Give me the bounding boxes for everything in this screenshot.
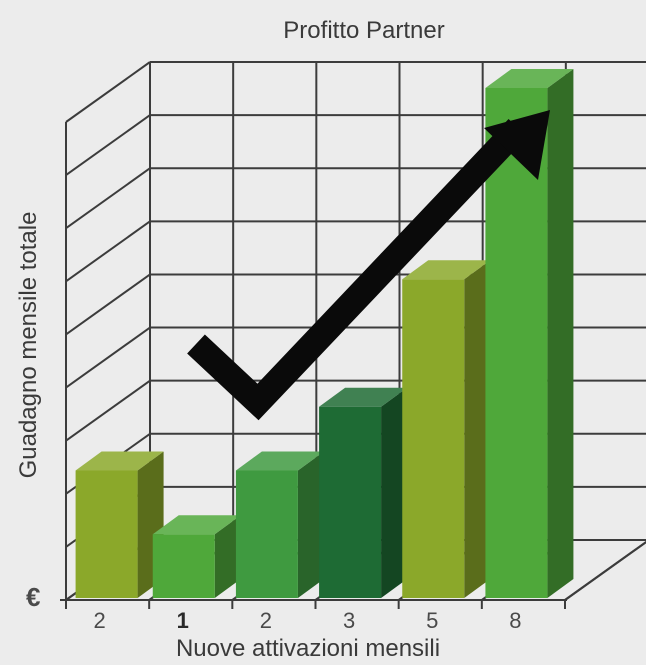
x-tick-label: 3 — [343, 608, 355, 633]
x-tick-label: 2 — [260, 608, 272, 633]
grid-line — [65, 273, 151, 336]
grid-line — [65, 326, 151, 389]
y-axis-label: Guadagno mensile totale — [15, 212, 42, 479]
trend-arrow — [187, 110, 550, 421]
bar-top — [485, 69, 574, 88]
grid-line — [65, 114, 151, 176]
bar-front — [235, 470, 298, 598]
bar-front — [402, 279, 465, 598]
bar-side — [297, 451, 324, 598]
bar-front — [319, 406, 382, 598]
bar — [319, 387, 408, 598]
grid-line — [564, 540, 646, 601]
bar-side — [214, 515, 241, 598]
x-axis-ticks: 2 1 2 3 5 8 — [60, 599, 567, 633]
bar-top — [152, 515, 241, 535]
bar — [235, 451, 324, 598]
bar-front — [152, 534, 215, 598]
y-axis-currency-symbol: € — [26, 582, 40, 612]
x-tick-label: 2 — [93, 608, 105, 633]
bar-top — [319, 387, 408, 407]
trend-arrow-head — [484, 110, 550, 180]
x-tick-label: 8 — [509, 608, 521, 633]
grid-line — [65, 220, 151, 283]
bar — [402, 260, 491, 598]
grid-line — [65, 379, 151, 442]
bar — [152, 515, 241, 598]
bar-side — [464, 260, 491, 598]
chart-title: Profitto Partner — [283, 17, 444, 44]
bar-side — [547, 69, 574, 598]
bar-top — [235, 451, 324, 471]
bar — [75, 451, 164, 598]
trend-arrow-shaft — [187, 119, 528, 421]
grid-line — [65, 167, 151, 230]
bar-top — [75, 451, 164, 471]
x-tick-label: 1 — [177, 608, 189, 633]
grid-line — [65, 61, 151, 123]
bar-top — [402, 260, 491, 280]
bar-front — [75, 470, 138, 598]
bar-side — [381, 387, 408, 598]
bar-series — [75, 69, 574, 598]
x-axis-label: Nuove attivazioni mensili — [176, 635, 440, 662]
x-tick-label: 5 — [426, 608, 438, 633]
